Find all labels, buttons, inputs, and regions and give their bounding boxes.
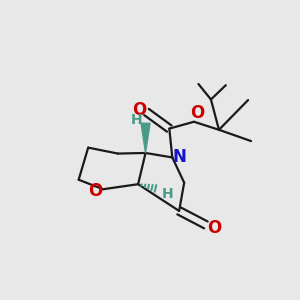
- Text: H: H: [131, 113, 142, 127]
- Text: H: H: [162, 187, 174, 201]
- Text: O: O: [88, 182, 103, 200]
- Text: N: N: [173, 148, 187, 166]
- Text: O: O: [190, 104, 204, 122]
- Text: O: O: [132, 100, 146, 118]
- Polygon shape: [141, 123, 150, 153]
- Text: O: O: [207, 219, 221, 237]
